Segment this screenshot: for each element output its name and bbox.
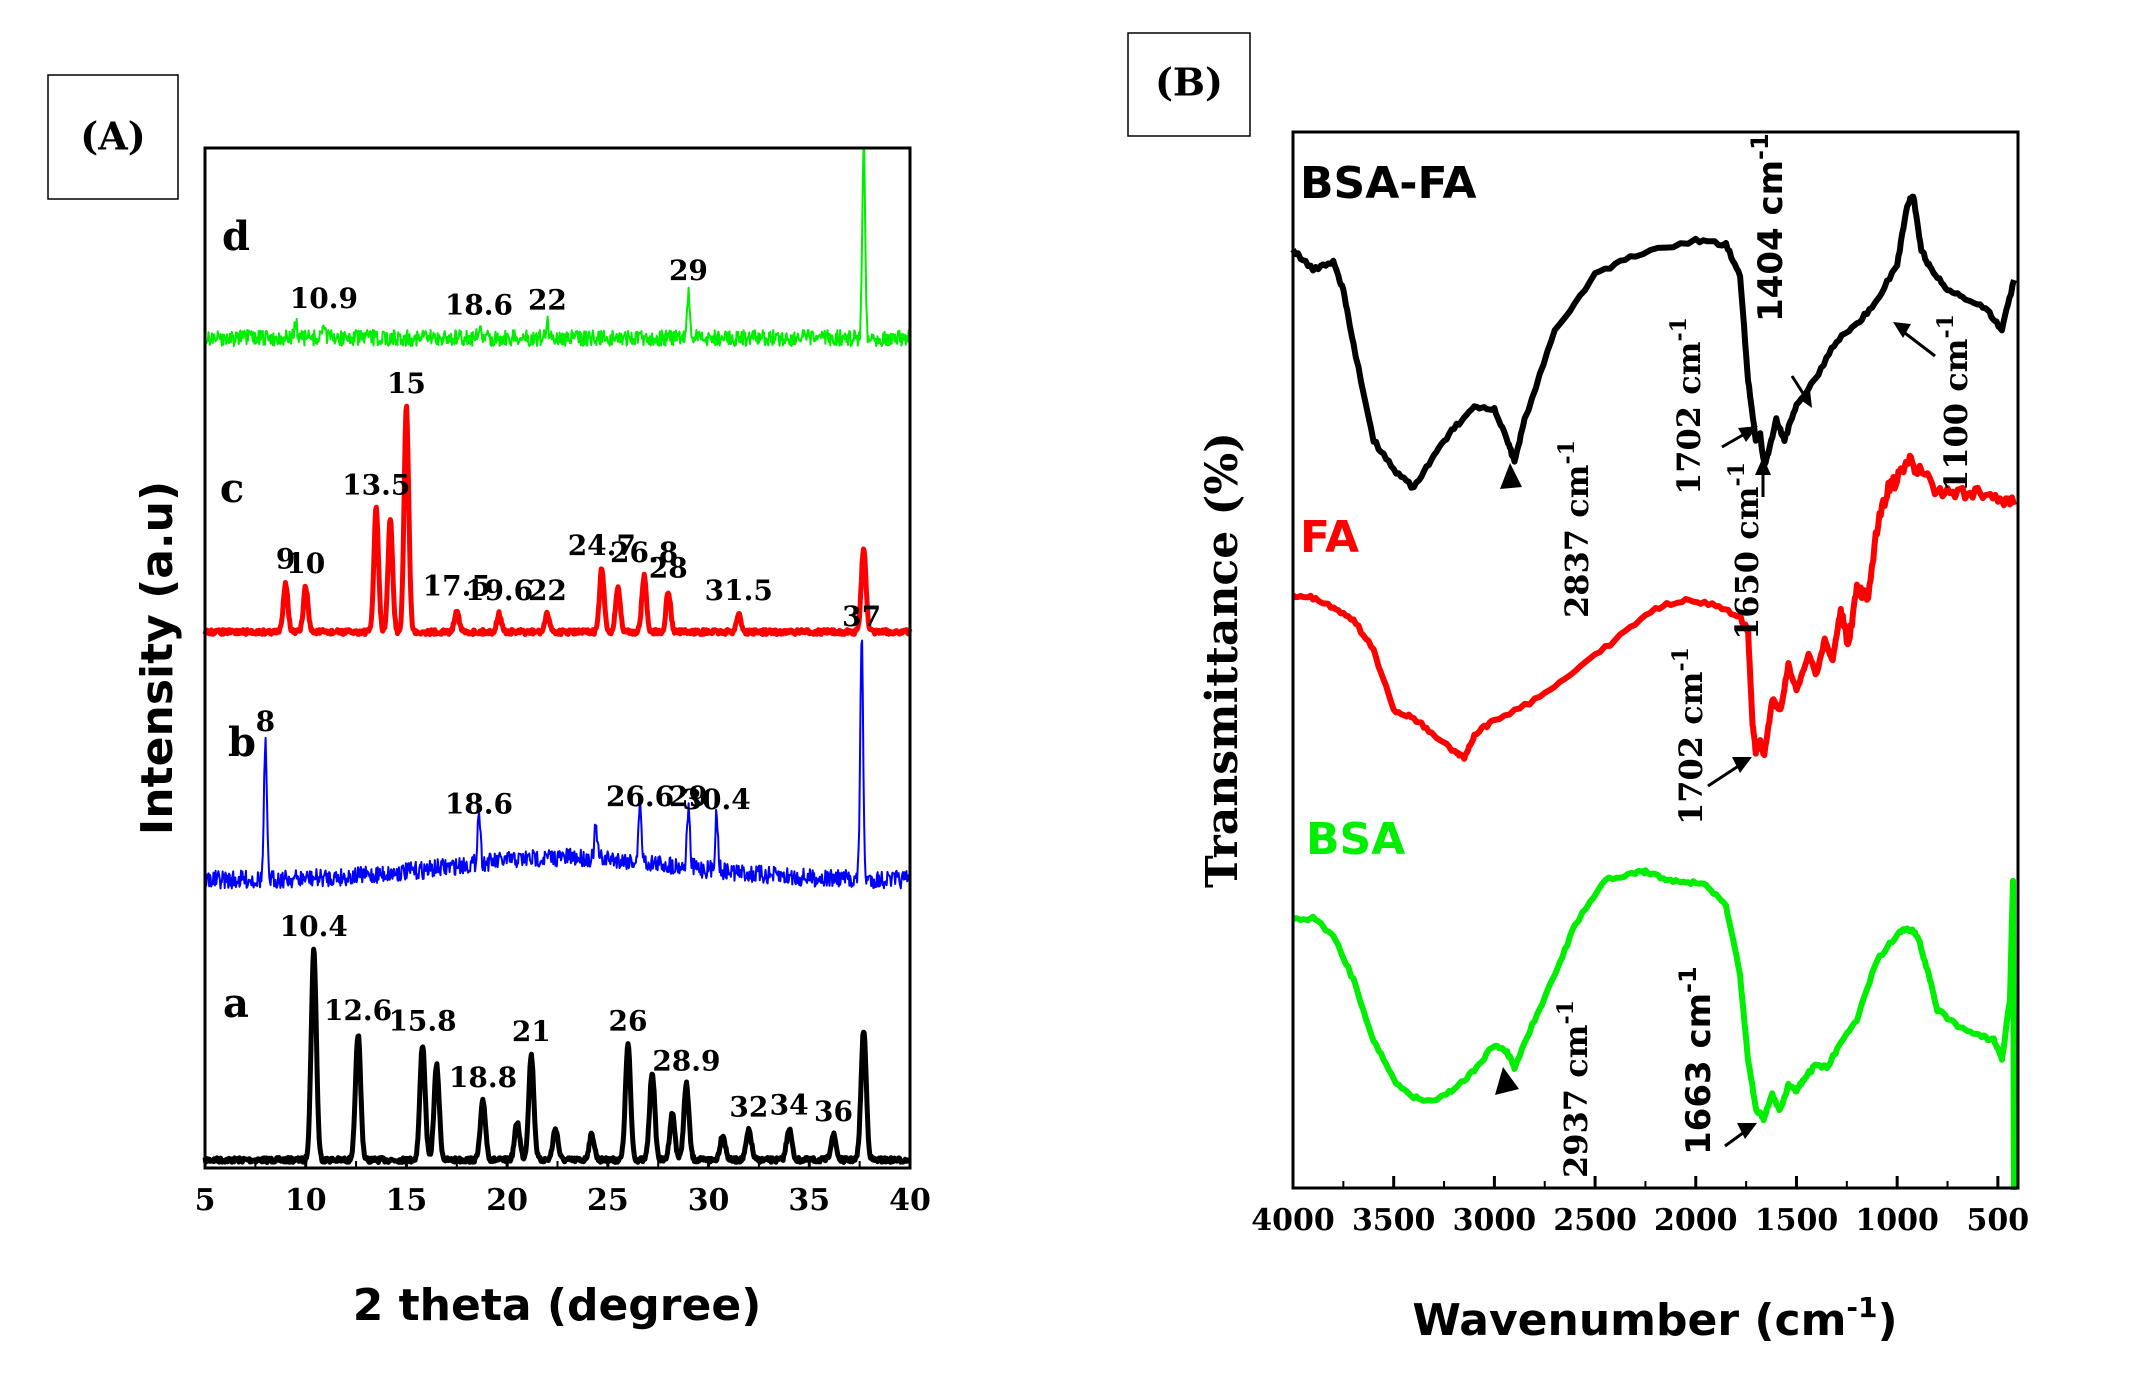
peak-label-c-12: 31.5 <box>705 574 773 607</box>
b-tick-label-1500: 1500 <box>1755 1203 1839 1238</box>
a-tick-label-25: 25 <box>587 1183 629 1218</box>
annotation-1100: 1100 cm-1 <box>1933 314 1975 492</box>
series-name-bsa: BSA <box>1306 814 1405 865</box>
a-tick-label-30: 30 <box>688 1183 730 1218</box>
peak-label-c-2: 13.5 <box>342 468 410 501</box>
b-tick-label-500: 500 <box>1967 1203 2030 1238</box>
peak-label-c-6: 19.6 <box>465 574 533 607</box>
peak-label-d-1: 10.9 <box>290 282 358 315</box>
peak-label-b-0: 8 <box>256 705 275 738</box>
b-tick-label-3500: 3500 <box>1352 1203 1436 1238</box>
panel-b-y-title: Transmittance (%) <box>1197 432 1248 888</box>
xrd-trace-a <box>202 946 912 1165</box>
annotation-1650: 1650 cm-1 <box>1724 462 1766 640</box>
b-tick-label-2000: 2000 <box>1654 1203 1738 1238</box>
arrow-1702-fa-head <box>1732 757 1752 773</box>
ftir-trace-fa <box>1291 452 2017 762</box>
peak-label-c-5: 17.5 <box>423 570 491 603</box>
a-tick-label-35: 35 <box>788 1183 830 1218</box>
trace-letter-a: a <box>223 980 249 1027</box>
panel-a-label-box <box>47 74 179 200</box>
xrd-trace-b <box>204 639 911 890</box>
arrow-1100-line <box>1900 328 1936 358</box>
peak-label-c-10: 26.8 <box>610 536 678 569</box>
peak-label-a-0: 10.4 <box>280 910 348 943</box>
peak-label-c-8: 24.7 <box>568 529 636 562</box>
trace-letter-b: b <box>228 719 256 766</box>
panel-b-x-title: Wavenumber (cm-1) <box>1412 1291 1897 1346</box>
arrow-1650-head <box>1755 457 1771 475</box>
ftir-trace-bsa <box>1291 867 2017 1191</box>
panel-b-label: (B) <box>1155 60 1223 105</box>
arrow-1404-head <box>1798 390 1812 408</box>
annotation-1702-bsafa: 1702 cm-1 <box>1666 317 1708 495</box>
arrow-1663-head <box>1737 1123 1757 1139</box>
peak-label-b-5: 30.4 <box>683 783 751 816</box>
panel-b-x-ticks: 4000 3500 3000 2500 2000 1500 1000 500 <box>1251 1176 2029 1238</box>
arrow-2837 <box>1500 463 1522 489</box>
arrow-1702-bsafa-head <box>1738 426 1758 442</box>
panel-b: (B) 4000 3500 3000 2500 2000 1500 1000 500 BSA-… <box>1127 32 2029 1346</box>
peak-label-a-14: 32 <box>729 1091 768 1124</box>
peak-label-c-0: 9 <box>276 543 295 576</box>
a-tick-label-10: 10 <box>285 1183 327 1218</box>
annotation-1663: 1663 cm-1 <box>1674 966 1719 1155</box>
peak-label-c-1: 10 <box>286 547 325 580</box>
b-tick-label-3000: 3000 <box>1453 1203 1537 1238</box>
peak-label-d-2: 18.6 <box>445 288 513 321</box>
b-tick-label-4000: 4000 <box>1251 1203 1335 1238</box>
a-tick-label-5: 5 <box>195 1183 216 1218</box>
a-tick-label-40: 40 <box>889 1183 931 1218</box>
peak-label-c-11: 28 <box>649 552 688 585</box>
peak-label-c-7: 22 <box>528 574 567 607</box>
b-tick-label-1000: 1000 <box>1855 1203 1939 1238</box>
annotation-2937: 2937 cm-1 <box>1553 1000 1595 1178</box>
peak-label-a-15: 34 <box>770 1089 809 1122</box>
arrow-2937-bsa <box>1495 1067 1519 1095</box>
peak-label-a-4: 18.8 <box>449 1061 517 1094</box>
peak-label-b-1: 18.6 <box>445 788 513 821</box>
trace-letter-d: d <box>222 213 250 260</box>
series-name-bsa-fa: BSA-FA <box>1300 158 1477 209</box>
peak-label-a-2: 15.8 <box>388 1005 456 1038</box>
peak-label-c-4: 15 <box>387 367 426 400</box>
peak-label-b-6: 37 <box>842 600 881 633</box>
peak-label-a-9: 26 <box>609 1005 648 1038</box>
peak-label-a-1: 12.6 <box>324 994 392 1027</box>
a-tick-label-15: 15 <box>386 1183 428 1218</box>
peak-label-a-6: 21 <box>512 1015 551 1048</box>
peak-label-d-4: 29 <box>669 254 708 287</box>
b-tick-label-2500: 2500 <box>1553 1203 1637 1238</box>
annotation-2837: 2837 cm-1 <box>1554 440 1596 618</box>
panel-a-x-ticks: 5 10 15 20 25 30 35 40 <box>195 1156 931 1218</box>
ftir-trace-bsa-fa <box>1290 193 2017 491</box>
panel-a-x-title: 2 theta (degree) <box>353 1280 762 1331</box>
panel-a-y-title: Intensity (a.u) <box>132 481 183 835</box>
trace-letter-c: c <box>220 465 244 512</box>
panel-a-label: (A) <box>80 114 145 159</box>
annotation-1702-fa: 1702 cm-1 <box>1668 647 1710 825</box>
peak-label-b-3: 26.6 <box>606 780 674 813</box>
annotation-1404: 1404 cm-1 <box>1746 133 1791 322</box>
series-name-fa: FA <box>1300 512 1359 563</box>
panel-b-label-box <box>1127 32 1251 137</box>
a-tick-label-20: 20 <box>486 1183 528 1218</box>
xrd-trace-c <box>202 403 913 637</box>
peak-label-d-3: 22 <box>528 284 567 317</box>
arrow-1100-head <box>1893 322 1911 338</box>
peak-label-b-4: 29 <box>669 780 708 813</box>
peak-label-a-16: 36 <box>814 1095 853 1128</box>
panel-b-plot-frame <box>1291 130 2020 1190</box>
arrow-1702-fa-line <box>1707 763 1741 788</box>
annotation-arrows <box>1495 322 1936 1148</box>
peak-label-a-12: 28.9 <box>652 1044 720 1077</box>
xrd-trace-d <box>204 149 911 347</box>
panel-b-traces <box>1290 193 2017 1191</box>
panel-a-traces <box>202 149 913 1165</box>
